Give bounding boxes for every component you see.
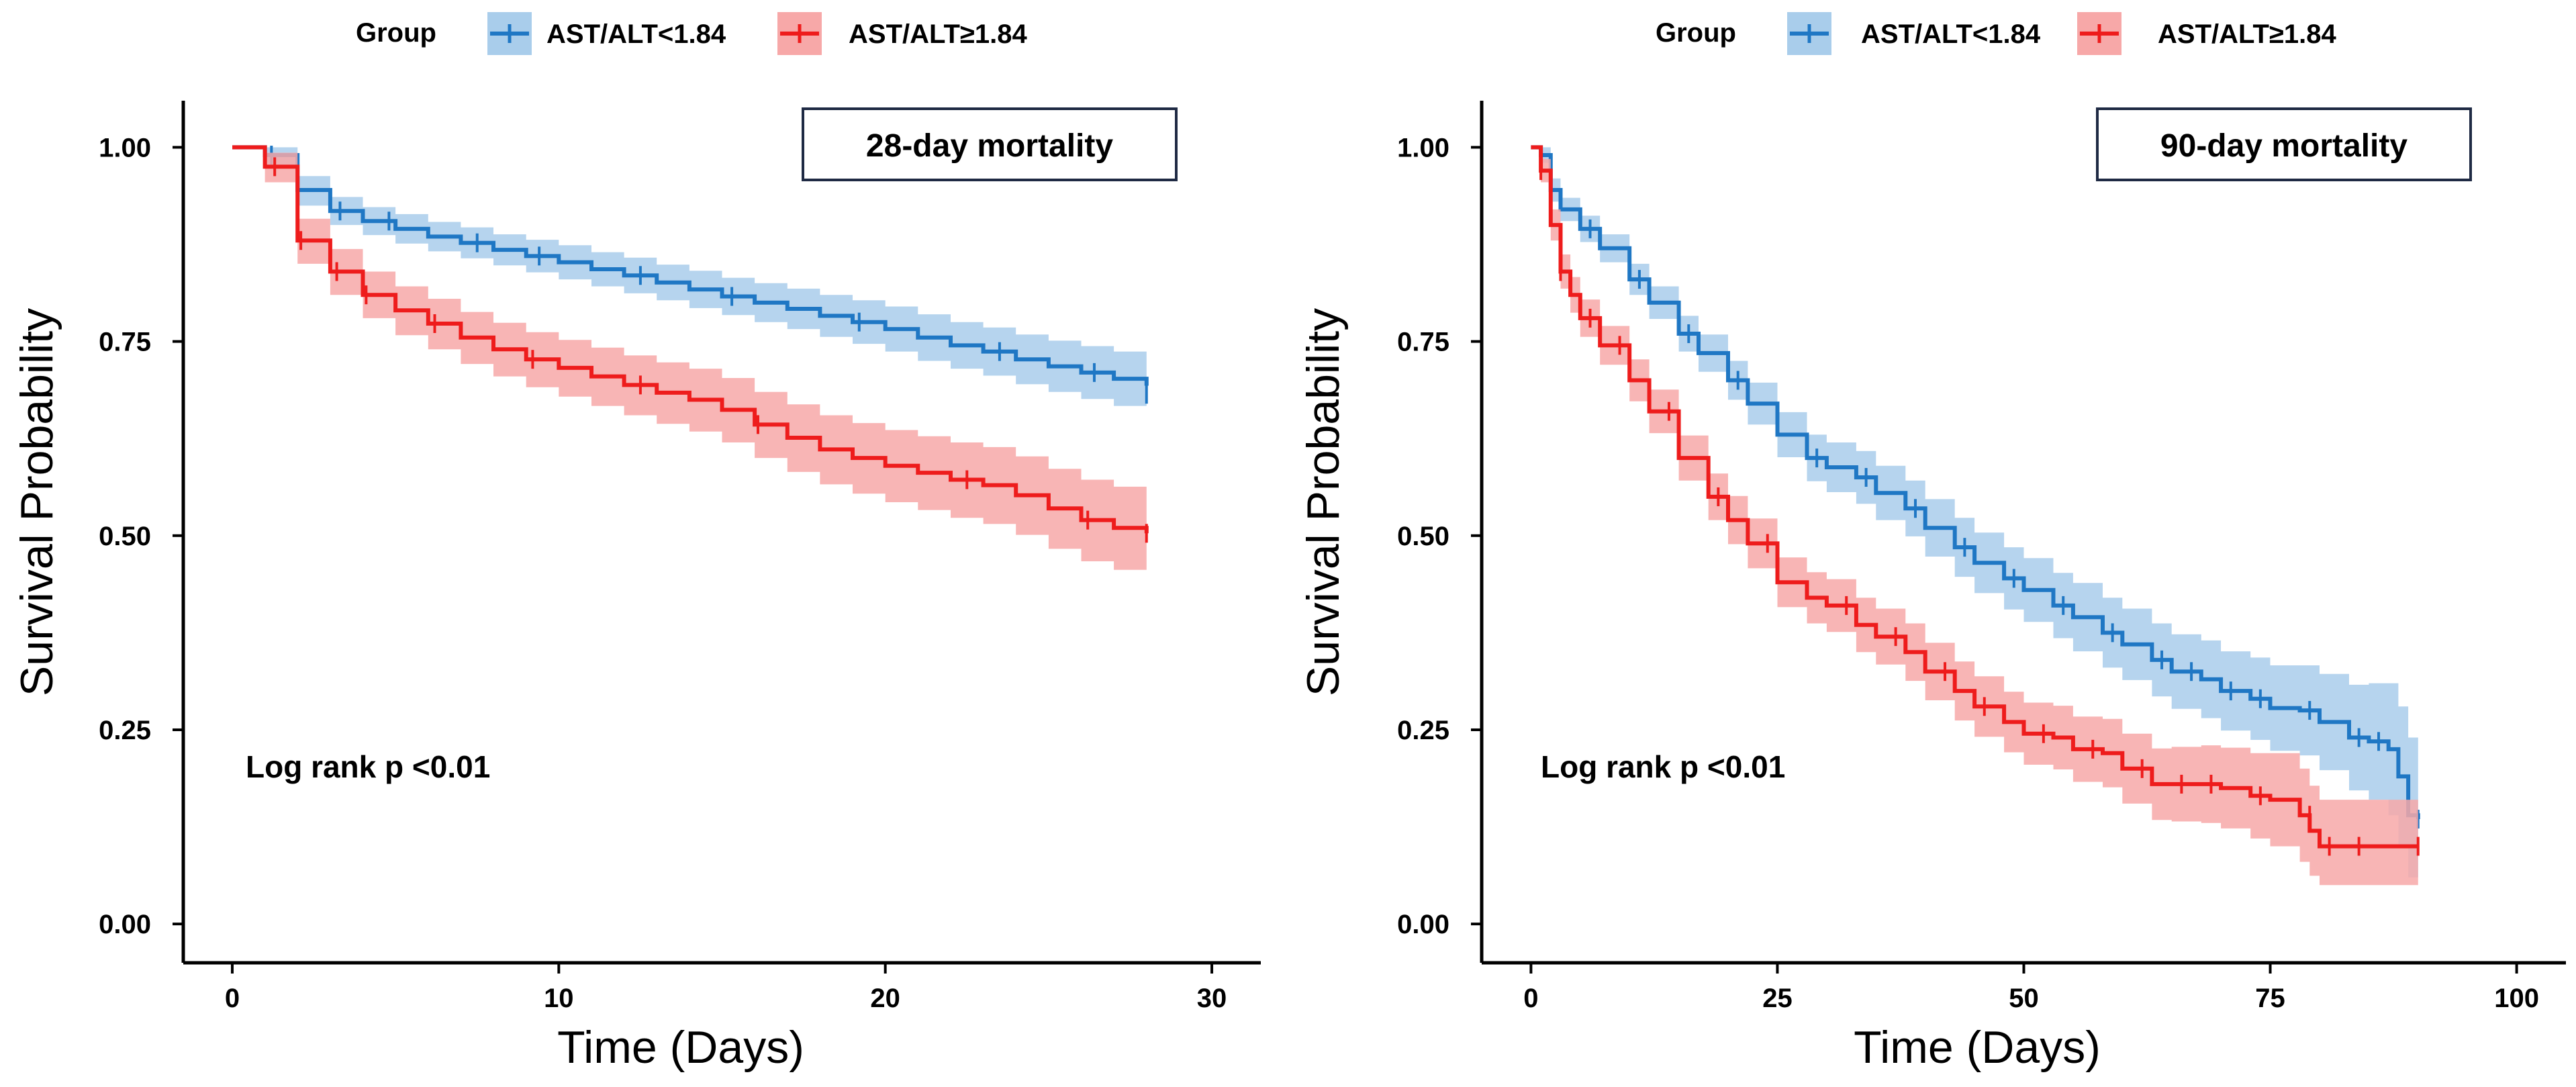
- x-tick-label: 50: [2009, 984, 2039, 1013]
- confidence-band: [1531, 147, 2418, 886]
- x-tick-label: 100: [2494, 984, 2539, 1013]
- legend-label-low: AST/ALT<1.84: [546, 19, 726, 49]
- x-tick-label: 20: [870, 984, 900, 1013]
- x-axis-title: Time (Days): [1854, 1022, 2101, 1073]
- legend-left: Group AST/ALT<1.84 AST/ALT≥1.84: [356, 12, 1027, 55]
- legend-title: Group: [356, 18, 436, 48]
- legend-label-low: AST/ALT<1.84: [1861, 19, 2041, 49]
- x-tick-label: 75: [2255, 984, 2285, 1013]
- y-tick-label: 0.75: [99, 328, 151, 357]
- title-box: [2096, 107, 2472, 181]
- x-tick-label: 0: [225, 984, 240, 1013]
- x-tick-label: 0: [1523, 984, 1538, 1013]
- x-axis-title: Time (Days): [557, 1022, 804, 1073]
- legend-label-high: AST/ALT≥1.84: [849, 19, 1027, 49]
- chart-title: 90-day mortality: [2160, 128, 2407, 164]
- y-tick-label: 0.25: [99, 716, 151, 745]
- survival-curve: [232, 145, 1149, 534]
- y-axis-title: Survival Probability: [11, 308, 62, 696]
- y-axis-title: Survival Probability: [1298, 308, 1349, 696]
- y-tick-label: 1.00: [99, 133, 151, 162]
- survival-curve: [1531, 145, 2420, 819]
- chart-panel-90-day: 0.00 0.25 0.50 0.75 1.00 0 25 50 75 100 90-day mo…: [1298, 101, 2566, 1073]
- log-rank-annotation: Log rank p <0.01: [1541, 749, 1785, 784]
- plot-area: [232, 145, 1149, 576]
- axes: 0.00 0.25 0.50 0.75 1.00 0 10 20 30: [99, 133, 1227, 1013]
- legend-right: Group AST/ALT<1.84 AST/ALT≥1.84: [1656, 12, 2336, 55]
- x-tick-label: 25: [1762, 984, 1793, 1013]
- y-tick-label: 0.50: [99, 522, 151, 551]
- chart-panel-28-day: 0.00 0.25 0.50 0.75 1.00 0 10 20 30 28-day morta…: [11, 101, 1261, 1073]
- confidence-band: [1531, 147, 2418, 882]
- log-rank-annotation: Log rank p <0.01: [246, 749, 490, 784]
- axes: 0.00 0.25 0.50 0.75 1.00 0 25 50 75 100: [1397, 133, 2539, 1013]
- x-tick-label: 10: [544, 984, 574, 1013]
- y-tick-label: 0.50: [1397, 522, 1449, 551]
- survival-curve: [232, 145, 1149, 386]
- y-tick-label: 0.00: [1397, 910, 1449, 939]
- plot-area: [1531, 145, 2420, 886]
- chart-title: 28-day mortality: [866, 128, 1113, 164]
- y-tick-label: 0.25: [1397, 716, 1449, 745]
- y-tick-label: 0.00: [99, 910, 151, 939]
- title-box: [802, 107, 1178, 181]
- x-tick-label: 30: [1197, 984, 1227, 1013]
- y-tick-label: 0.75: [1397, 328, 1449, 357]
- survival-curve: [1531, 145, 2418, 849]
- y-tick-label: 1.00: [1397, 133, 1449, 162]
- legend-title: Group: [1656, 18, 1736, 48]
- legend-label-high: AST/ALT≥1.84: [2158, 19, 2336, 49]
